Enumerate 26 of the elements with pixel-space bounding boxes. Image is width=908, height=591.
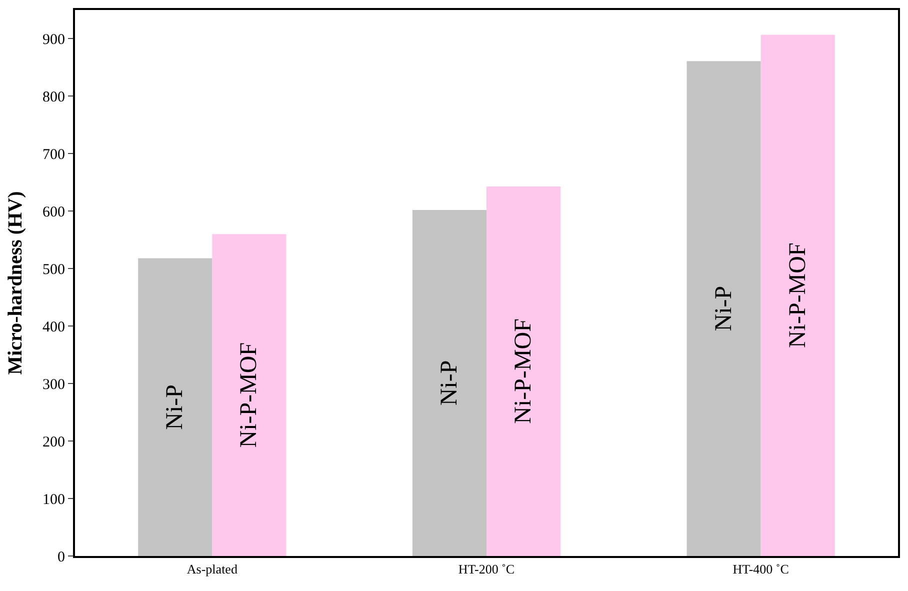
x-tick-label: HT-400 ˚C — [732, 562, 789, 577]
y-tick-label: 400 — [42, 319, 65, 336]
series-label: Ni-P — [436, 360, 462, 406]
y-tick-label: 800 — [42, 89, 65, 106]
text: Ni-P — [162, 384, 188, 430]
y-tick-label: 100 — [42, 492, 65, 508]
bar — [486, 186, 561, 556]
y-tick-label: 0 — [58, 549, 65, 566]
bar — [686, 61, 761, 556]
series-label: Ni-P-MOF — [784, 242, 811, 348]
bar — [760, 34, 835, 556]
text: Ni-P-MOF — [510, 318, 537, 424]
y-tick-label: 900 — [42, 32, 65, 48]
x-tick-label: HT-200 ˚C — [458, 562, 515, 577]
y-tick-label: 600 — [42, 204, 65, 220]
y-tick-label: 200 — [42, 434, 65, 450]
x-tick-label: As-plated — [186, 562, 238, 577]
bar — [212, 234, 286, 556]
y-tick-label: 500 — [42, 262, 65, 278]
bar — [412, 210, 486, 556]
y-tick-label: 300 — [42, 376, 65, 393]
y-axis-title: Micro-hardness (HV) — [4, 191, 26, 375]
bar — [138, 258, 212, 556]
y-tick-label: 700 — [42, 146, 65, 163]
text: Ni-P — [710, 286, 737, 332]
text: Ni-P-MOF — [236, 342, 262, 448]
